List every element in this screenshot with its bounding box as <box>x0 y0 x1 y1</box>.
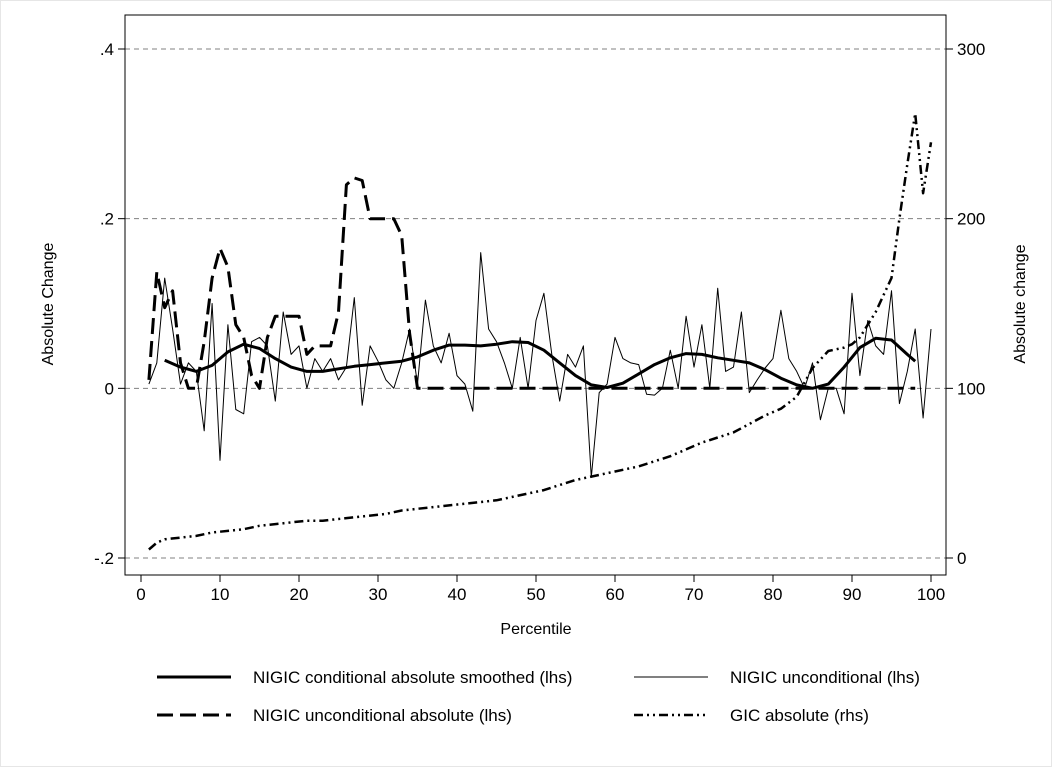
x-tick-label: 60 <box>606 585 625 604</box>
x-tick-label: 40 <box>448 585 467 604</box>
y-left-tick-label: -.2 <box>94 549 114 568</box>
x-tick-label: 90 <box>843 585 862 604</box>
y-left-tick-label: .2 <box>100 210 114 229</box>
legend-label: NIGIC unconditional absolute (lhs) <box>253 706 512 725</box>
x-tick-label: 100 <box>917 585 945 604</box>
y-right-tick-label: 300 <box>957 40 985 59</box>
x-tick-label: 80 <box>764 585 783 604</box>
x-tick-label: 30 <box>369 585 388 604</box>
series-line-long-dash <box>147 176 916 390</box>
axes: -.2 0 .2 .4 0 100 200 300 0 10 20 30 40 50 60 70 80 90 100 <box>94 14 985 604</box>
y-left-tick-label: 0 <box>105 379 114 398</box>
legend: NIGIC conditional absolute smoothed (lhs… <box>157 668 920 725</box>
y-right-tick-label: 0 <box>957 549 966 568</box>
x-tick-label: 20 <box>290 585 309 604</box>
y-right-tick-label: 100 <box>957 379 985 398</box>
x-tick-label: 50 <box>527 585 546 604</box>
x-tick-label: 10 <box>211 585 230 604</box>
y-axis-label-right: Absolute change <box>1012 244 1029 363</box>
legend-label: NIGIC unconditional (lhs) <box>730 668 920 687</box>
x-axis-label: Percentile <box>500 621 571 638</box>
series-lines <box>147 112 933 551</box>
series-line-thin-solid <box>148 252 932 478</box>
series-line-thick-solid <box>164 336 917 390</box>
series-line-dash-dot-dot <box>148 112 933 551</box>
y-axis-label-left: Absolute Change <box>40 243 57 366</box>
y-left-tick-label: .4 <box>100 40 114 59</box>
x-tick-label: 0 <box>136 585 145 604</box>
legend-label: NIGIC conditional absolute smoothed (lhs… <box>253 668 572 687</box>
y-right-tick-label: 200 <box>957 210 985 229</box>
x-tick-label: 70 <box>685 585 704 604</box>
legend-label: GIC absolute (rhs) <box>730 706 869 725</box>
